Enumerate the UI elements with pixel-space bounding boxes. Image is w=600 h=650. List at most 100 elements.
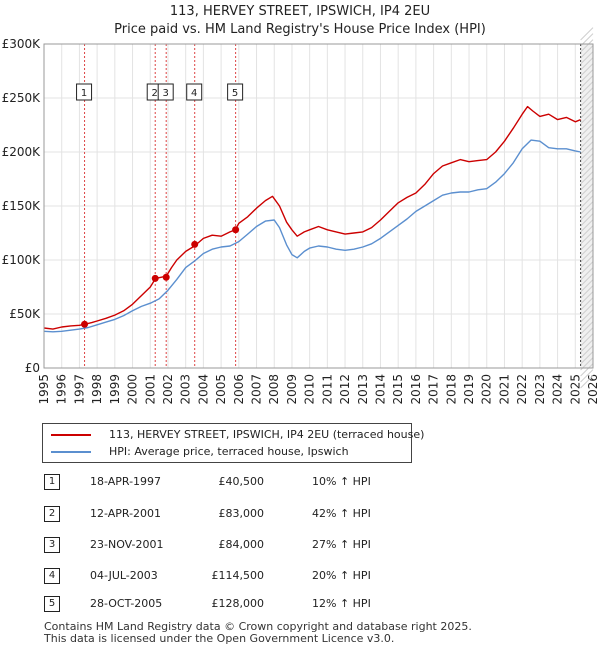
forecast-hatch [580, 57, 594, 71]
forecast-hatch [580, 255, 594, 269]
legend-label-property: 113, HERVEY STREET, IPSWICH, IP4 2EU (te… [109, 428, 425, 441]
x-tick-label: 2024 [551, 374, 565, 405]
x-tick-label: 2018 [444, 374, 458, 405]
x-tick-label: 2019 [462, 374, 476, 405]
forecast-hatch [580, 333, 594, 347]
x-tick-label: 1999 [108, 374, 122, 405]
x-tick-label: 2006 [232, 374, 246, 405]
forecast-hatch [580, 219, 594, 233]
forecast-hatch [580, 237, 594, 251]
hpi-line [43, 139, 581, 333]
forecast-hatch [580, 75, 594, 89]
y-tick-label: £0 [25, 361, 40, 375]
footer-copyright: Contains HM Land Registry data © Crown c… [44, 620, 472, 633]
forecast-hatch [580, 195, 594, 209]
sale-marker-label: 1 [81, 88, 87, 99]
forecast-hatch [580, 183, 594, 197]
sale-marker-box [157, 83, 174, 101]
x-tick-label: 2026 [586, 374, 600, 405]
x-tick-label: 2007 [250, 374, 264, 405]
sale-point [81, 320, 89, 328]
forecast-hatch [580, 375, 594, 389]
x-tick-label: 2014 [373, 374, 387, 405]
sale-date: 12-APR-2001 [90, 507, 162, 520]
sale-marker-label: 3 [163, 88, 169, 99]
footer-license: This data is licensed under the Open Gov… [44, 632, 395, 645]
sale-marker-label: 5 [232, 88, 238, 99]
forecast-hatch [580, 201, 594, 215]
forecast-hatch [580, 309, 594, 323]
forecast-hatch [580, 99, 594, 113]
forecast-hatch [580, 171, 594, 185]
sale-marker-label: 4 [191, 88, 197, 99]
forecast-hatch [580, 105, 594, 119]
sale-date: 04-JUL-2003 [90, 569, 158, 582]
forecast-hatch [580, 279, 594, 293]
sale-price: £114,500 [211, 569, 265, 582]
sale-marker-label: 2 [152, 88, 158, 99]
forecast-hatch [580, 45, 594, 59]
y-tick-label: £250K [2, 91, 42, 105]
x-tick-label: 2020 [480, 374, 494, 405]
forecast-hatch [580, 165, 594, 179]
x-tick-label: 2010 [303, 374, 317, 405]
x-tick-label: 2023 [533, 374, 547, 405]
sale-marker-box [227, 83, 244, 101]
x-tick-label: 2015 [391, 374, 405, 405]
legend-swatch-property [51, 434, 91, 436]
forecast-hatch [580, 87, 594, 101]
sale-marker-box [186, 83, 203, 101]
sale-price: £128,000 [211, 597, 265, 610]
forecast-hatch [580, 177, 594, 191]
forecast-hatch [580, 303, 594, 317]
x-tick-label: 2003 [179, 374, 193, 405]
forecast-hatch [580, 345, 594, 359]
sale-date: 18-APR-1997 [90, 475, 162, 488]
forecast-hatch [580, 297, 594, 311]
forecast-hatch [580, 117, 594, 131]
forecast-hatch [580, 321, 594, 335]
x-tick-label: 1998 [90, 374, 104, 405]
sale-point [191, 240, 199, 248]
forecast-hatch [580, 249, 594, 263]
forecast-hatch [580, 111, 594, 125]
forecast-hatch [580, 243, 594, 257]
sale-price: £40,500 [218, 475, 265, 488]
forecast-hatch [580, 51, 594, 65]
x-tick-label: 1996 [55, 374, 69, 405]
forecast-hatch [580, 93, 594, 107]
forecast-hatch [580, 267, 594, 281]
plot-frame [43, 43, 594, 369]
x-tick-label: 2011 [320, 374, 334, 405]
y-tick-label: £200K [2, 145, 42, 159]
forecast-hatch [580, 159, 594, 173]
y-tick-label: £150K [2, 199, 42, 213]
sale-number-badge: 4 [44, 568, 60, 584]
sale-marker-box [76, 83, 93, 101]
chart-legend: 113, HERVEY STREET, IPSWICH, IP4 2EU (te… [42, 423, 424, 463]
forecast-hatch [580, 327, 594, 341]
forecast-hatch [580, 369, 594, 383]
forecast-hatch [580, 261, 594, 275]
y-tick-label: £100K [2, 253, 42, 267]
forecast-hatch [580, 339, 594, 353]
forecast-hatch [580, 213, 594, 227]
forecast-hatch [580, 153, 594, 167]
x-tick-label: 2000 [126, 374, 140, 405]
forecast-hatch [580, 285, 594, 299]
x-tick-label: 2001 [143, 374, 157, 405]
sale-price: £84,000 [218, 538, 265, 551]
forecast-hatch [580, 225, 594, 239]
chart-subtitle: Price paid vs. HM Land Registry's House … [114, 22, 486, 37]
forecast-hatch [580, 315, 594, 329]
x-tick-label: 2022 [515, 374, 529, 405]
x-tick-label: 2009 [285, 374, 299, 405]
y-tick-label: £50K [9, 307, 41, 321]
forecast-hatch [580, 291, 594, 305]
forecast-hatch [580, 141, 594, 155]
sale-point [162, 273, 170, 281]
forecast-hatch [580, 69, 594, 83]
x-tick-label: 1997 [72, 374, 86, 405]
forecast-hatch [580, 39, 594, 53]
